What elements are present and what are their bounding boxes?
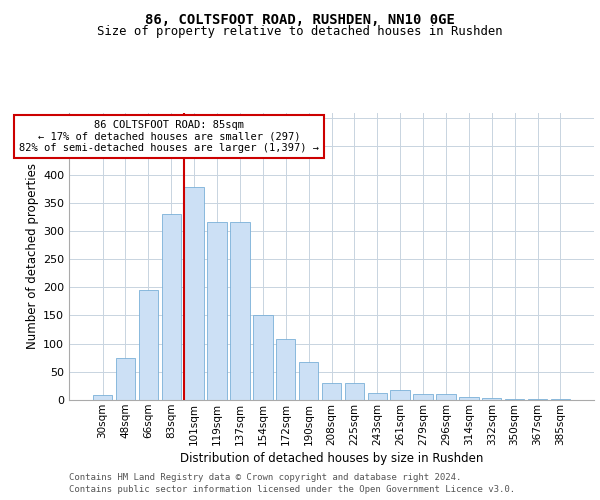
Bar: [276, 339, 295, 400]
Bar: [482, 398, 502, 400]
Bar: [161, 214, 181, 400]
Bar: [139, 290, 158, 400]
Y-axis label: Number of detached properties: Number of detached properties: [26, 163, 39, 350]
Bar: [208, 222, 227, 400]
Bar: [368, 392, 387, 400]
Text: Contains HM Land Registry data © Crown copyright and database right 2024.: Contains HM Land Registry data © Crown c…: [69, 472, 461, 482]
Bar: [322, 383, 341, 400]
X-axis label: Distribution of detached houses by size in Rushden: Distribution of detached houses by size …: [180, 452, 483, 465]
Bar: [230, 222, 250, 400]
Bar: [391, 390, 410, 400]
Bar: [184, 187, 204, 400]
Text: Contains public sector information licensed under the Open Government Licence v3: Contains public sector information licen…: [69, 485, 515, 494]
Bar: [459, 397, 479, 400]
Bar: [344, 383, 364, 400]
Text: 86, COLTSFOOT ROAD, RUSHDEN, NN10 0GE: 86, COLTSFOOT ROAD, RUSHDEN, NN10 0GE: [145, 12, 455, 26]
Text: 86 COLTSFOOT ROAD: 85sqm
← 17% of detached houses are smaller (297)
82% of semi-: 86 COLTSFOOT ROAD: 85sqm ← 17% of detach…: [19, 120, 319, 153]
Bar: [253, 316, 272, 400]
Bar: [93, 396, 112, 400]
Bar: [116, 358, 135, 400]
Bar: [436, 394, 455, 400]
Text: Size of property relative to detached houses in Rushden: Size of property relative to detached ho…: [97, 25, 503, 38]
Bar: [413, 394, 433, 400]
Bar: [299, 362, 319, 400]
